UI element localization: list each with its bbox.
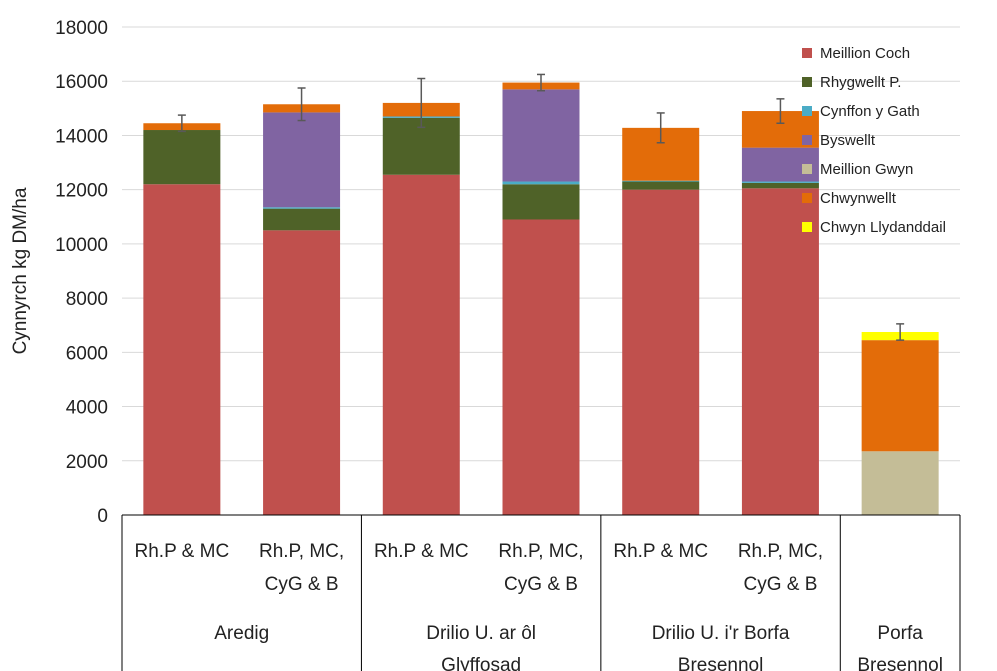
bar-segment — [143, 184, 221, 515]
y-tick-label: 8000 — [66, 289, 108, 310]
bar-segment — [622, 180, 700, 182]
legend-label: Chwyn Llydanddail — [820, 219, 946, 236]
y-tick-label: 10000 — [55, 235, 108, 256]
x-group-label: Bresennol — [857, 655, 943, 671]
bar-segment — [263, 208, 341, 231]
bar-segment — [741, 188, 819, 516]
bar-segment — [502, 181, 580, 185]
x-group-label: Porfa — [877, 623, 923, 644]
legend-swatch — [802, 106, 812, 116]
legend-swatch — [802, 222, 812, 232]
x-group-label: Glyffosad — [441, 655, 521, 671]
x-category-label: CyG & B — [743, 574, 817, 595]
x-group-label: Aredig — [214, 623, 269, 644]
legend-label: Meillion Coch — [820, 45, 910, 62]
x-group-label: Drilio U. ar ôl — [426, 623, 536, 644]
y-axis-title: Cynnyrch kg DM/ha — [10, 187, 31, 354]
x-category-label: Rh.P, MC, — [738, 541, 823, 562]
y-tick-label: 6000 — [66, 343, 108, 364]
bar-segment — [741, 181, 819, 183]
bar-segment — [502, 219, 580, 515]
x-category-label: CyG & B — [265, 574, 339, 595]
legend-swatch — [802, 77, 812, 87]
legend-label: Chwynwellt — [820, 190, 897, 207]
x-category-label: CyG & B — [504, 574, 578, 595]
legend: Meillion Coch Rhygwellt P. Cynffon y Gath B… — [802, 45, 946, 236]
bar-segment — [741, 182, 819, 189]
y-axis: 0 2000 4000 6000 8000 10000 12000 14000 16000 180… — [55, 18, 108, 527]
y-tick-label: 4000 — [66, 398, 108, 419]
legend-label: Rhygwellt P. — [820, 74, 901, 91]
y-tick-label: 16000 — [55, 72, 108, 93]
bar-segment — [382, 174, 460, 515]
bar-segment — [622, 189, 700, 515]
bar-segment — [861, 451, 939, 515]
x-category-label: Rh.P & MC — [613, 541, 708, 562]
y-tick-label: 12000 — [55, 181, 108, 202]
bar-segment — [263, 230, 341, 516]
legend-swatch — [802, 135, 812, 145]
legend-swatch — [802, 193, 812, 203]
y-tick-label: 2000 — [66, 452, 108, 473]
bar-stacks — [143, 82, 939, 516]
bar-segment — [143, 130, 221, 185]
x-group-label: Bresennol — [678, 655, 764, 671]
x-category-label: Rh.P & MC — [135, 541, 230, 562]
x-axis-category-table: Rh.P & MC Rh.P, MC, CyG & B Rh.P & MC Rh.P, … — [121, 514, 961, 671]
x-category-label: Rh.P, MC, — [498, 541, 583, 562]
legend-label: Cynffon y Gath — [820, 103, 920, 120]
legend-swatch — [802, 164, 812, 174]
legend-swatch — [802, 48, 812, 58]
bar-segment — [263, 112, 341, 208]
bar-segment — [263, 207, 341, 209]
bar-segment — [502, 89, 580, 182]
y-tick-label: 0 — [97, 506, 108, 527]
bar-segment — [861, 340, 939, 452]
bar-segment — [622, 181, 700, 190]
y-tick-label: 14000 — [55, 126, 108, 147]
legend-label: Meillion Gwyn — [820, 161, 913, 178]
x-category-label: Rh.P & MC — [374, 541, 469, 562]
y-tick-label: 18000 — [55, 18, 108, 39]
bar-segment — [502, 184, 580, 220]
x-category-label: Rh.P, MC, — [259, 541, 344, 562]
x-group-label: Drilio U. i'r Borfa — [652, 623, 790, 644]
error-bars — [177, 73, 905, 341]
legend-label: Byswellt — [820, 132, 876, 149]
